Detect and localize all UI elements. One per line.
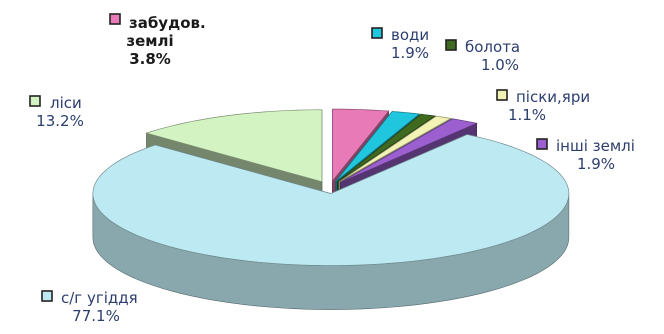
slice-name-води: води bbox=[391, 26, 429, 44]
pie-slice-с-г-угіддя bbox=[92, 134, 570, 266]
slice-name-с-г-угіддя: с/г угіддя bbox=[61, 289, 138, 307]
slice-value-болота: 1.0% bbox=[481, 56, 519, 74]
legend-swatch-болота bbox=[445, 39, 457, 51]
legend-swatch-води bbox=[371, 27, 383, 39]
slice-name-ліси: ліси bbox=[50, 94, 82, 112]
slice-name-забудов-землі-2: землі bbox=[126, 32, 173, 50]
pie-slice-піски-яри bbox=[338, 115, 452, 183]
slice-name-забудов-землі-1: забудов. bbox=[129, 14, 206, 32]
slice-value-забудов-землі: 3.8% bbox=[129, 50, 171, 68]
slice-name-піски-яри: піски,яри bbox=[516, 88, 590, 106]
legend-swatch-інші-землі bbox=[536, 138, 548, 150]
slice-value-ліси: 13.2% bbox=[36, 112, 84, 130]
pie-slice-ліси bbox=[145, 109, 323, 183]
slice-value-інші-землі: 1.9% bbox=[577, 155, 615, 173]
slice-value-води: 1.9% bbox=[391, 44, 429, 62]
slice-name-болота: болота bbox=[465, 38, 520, 56]
pie-slice-води bbox=[335, 111, 421, 182]
legend-swatch-с-г-угіддя bbox=[41, 290, 53, 302]
slice-value-с-г-угіддя: 77.1% bbox=[72, 307, 120, 325]
pie-slice-забудов-землі bbox=[332, 108, 390, 183]
legend-swatch-піски-яри bbox=[496, 89, 508, 101]
legend-swatch-забудов-землі bbox=[109, 13, 121, 25]
legend-swatch-ліси bbox=[29, 95, 41, 107]
pie-top-layer bbox=[92, 108, 570, 266]
slice-name-інші-землі: інші землі bbox=[556, 137, 635, 155]
pie-slice-болота bbox=[337, 113, 436, 182]
pie-slice-інші-землі bbox=[340, 118, 478, 183]
slice-value-піски-яри: 1.1% bbox=[508, 106, 546, 124]
